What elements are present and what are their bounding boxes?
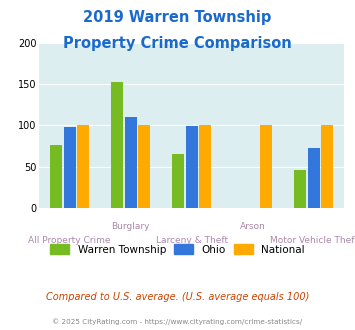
Text: Compared to U.S. average. (U.S. average equals 100): Compared to U.S. average. (U.S. average …	[46, 292, 309, 302]
Bar	[172, 154, 184, 208]
Bar	[77, 125, 89, 208]
Bar	[64, 127, 76, 208]
Text: Burglary: Burglary	[111, 222, 150, 231]
Text: Motor Vehicle Theft: Motor Vehicle Theft	[270, 236, 355, 245]
Legend: Warren Township, Ohio, National: Warren Township, Ohio, National	[46, 240, 309, 259]
Bar	[125, 117, 137, 208]
Bar	[294, 170, 306, 208]
Text: Property Crime Comparison: Property Crime Comparison	[63, 36, 292, 51]
Bar	[308, 148, 320, 208]
Bar	[50, 145, 62, 208]
Text: Arson: Arson	[240, 222, 266, 231]
Text: Larceny & Theft: Larceny & Theft	[155, 236, 228, 245]
Bar	[111, 82, 123, 208]
Text: 2019 Warren Township: 2019 Warren Township	[83, 10, 272, 25]
Bar	[199, 125, 211, 208]
Bar	[186, 126, 198, 208]
Bar	[260, 125, 272, 208]
Text: All Property Crime: All Property Crime	[28, 236, 111, 245]
Bar	[138, 125, 150, 208]
Bar	[321, 125, 333, 208]
Text: © 2025 CityRating.com - https://www.cityrating.com/crime-statistics/: © 2025 CityRating.com - https://www.city…	[53, 318, 302, 325]
